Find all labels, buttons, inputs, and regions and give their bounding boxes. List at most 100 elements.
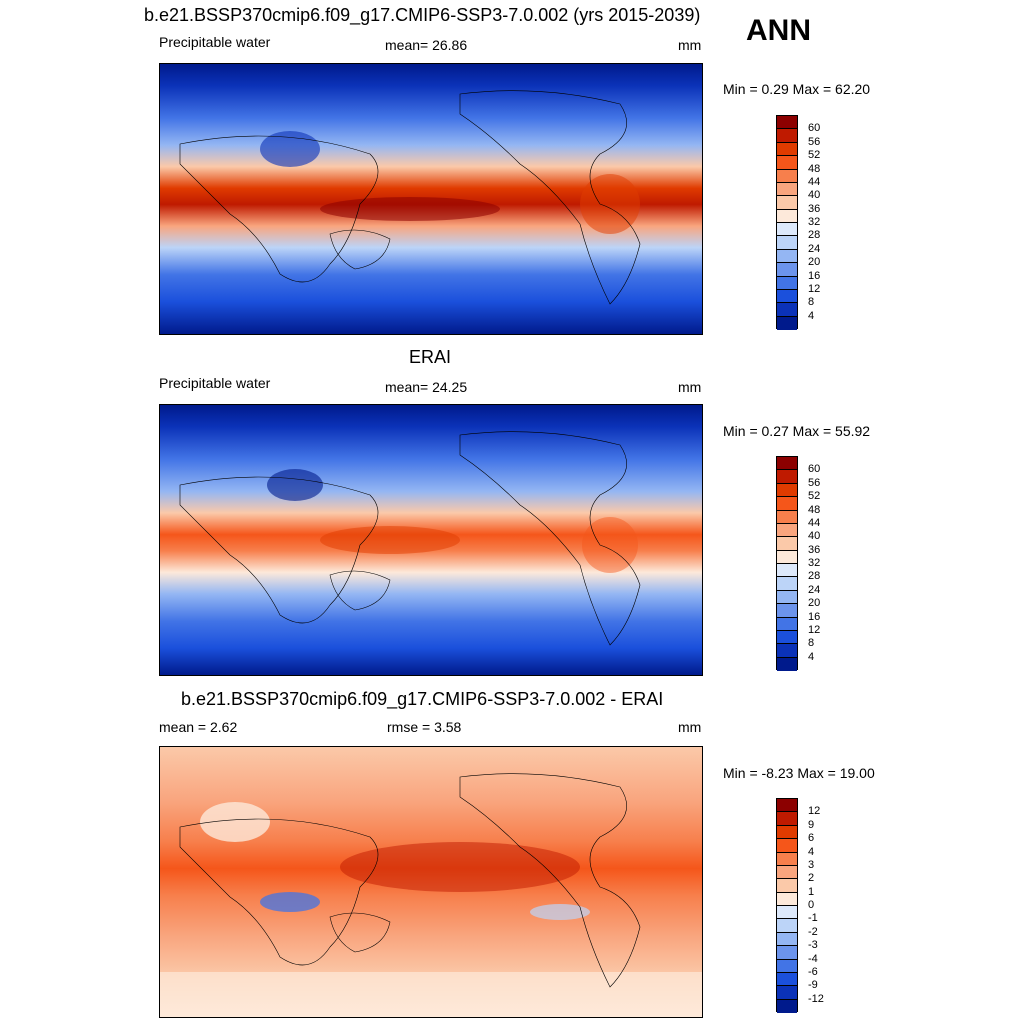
- colorbar-tick-label: 40: [808, 189, 821, 202]
- colorbar-swatch: [777, 276, 797, 290]
- colorbar-swatch: [777, 617, 797, 631]
- colorbar-tick-label: 12: [808, 623, 821, 636]
- colorbar-swatch: [777, 657, 797, 671]
- colorbar-tick-label: 1: [808, 885, 815, 898]
- colorbar-tick-label: -2: [808, 925, 818, 938]
- colorbar-diff: [776, 798, 798, 1013]
- colorbar-tick-label: 48: [808, 503, 821, 516]
- map-model: [159, 63, 703, 335]
- colorbar-tick-label: 16: [808, 269, 821, 282]
- map-obs: [159, 404, 703, 676]
- colorbar-tick-label: 9: [808, 818, 815, 831]
- colorbar-tick-label: 4: [808, 309, 815, 322]
- colorbar-tick-label: 52: [808, 149, 821, 162]
- colorbar-swatch: [777, 986, 797, 1000]
- colorbar-tick-label: 20: [808, 597, 821, 610]
- colorbar-tick-label: 8: [808, 637, 815, 650]
- colorbar-swatch: [777, 223, 797, 237]
- field-label: Precipitable water: [159, 375, 271, 391]
- colorbar-tick-label: 52: [808, 490, 821, 503]
- colorbar-tick-label: 4: [808, 845, 815, 858]
- rmse-label: rmse = 3.58: [387, 719, 462, 735]
- contour-field: [160, 64, 702, 334]
- colorbar-tick-label: 4: [808, 650, 815, 663]
- colorbar-swatch: [777, 839, 797, 853]
- colorbar-tick-label: 16: [808, 610, 821, 623]
- colorbar-swatch: [777, 182, 797, 197]
- colorbar-swatch: [777, 825, 797, 840]
- colorbar-tick-label: -12: [808, 992, 824, 1005]
- colorbar-swatch: [777, 865, 797, 880]
- colorbar-swatch: [777, 129, 797, 143]
- colorbar-swatch: [777, 196, 797, 210]
- colorbar-swatch: [777, 303, 797, 317]
- colorbar-swatch: [777, 799, 797, 813]
- units-label: mm: [678, 379, 702, 395]
- colorbar-tick-label: 24: [808, 242, 821, 255]
- colorbar-swatch: [777, 550, 797, 564]
- colorbar-tick-label: 36: [808, 543, 821, 556]
- colorbar-swatch: [777, 999, 797, 1013]
- colorbar-swatch: [777, 906, 797, 920]
- colorbar-tick-label: 36: [808, 202, 821, 215]
- minmax-label: Min = 0.27 Max = 55.92: [723, 423, 871, 439]
- colorbar-tick-label: 12: [808, 282, 821, 295]
- colorbar-tick-label: 56: [808, 135, 821, 148]
- units-label: mm: [678, 37, 702, 53]
- colorbar-tick-label: 44: [808, 516, 821, 529]
- colorbar-swatch: [777, 457, 797, 471]
- colorbar-swatch: [777, 932, 797, 947]
- colorbar-tick-label: 12: [808, 805, 821, 818]
- colorbar-swatch: [777, 812, 797, 826]
- colorbar-tick-label: 3: [808, 858, 815, 871]
- colorbar-swatch: [777, 497, 797, 511]
- colorbar-tick-label: -1: [808, 912, 818, 925]
- colorbar-swatch: [777, 537, 797, 551]
- colorbar-swatch: [777, 236, 797, 250]
- colorbar-tick-label: 8: [808, 296, 815, 309]
- colorbar-swatch: [777, 919, 797, 933]
- colorbar-swatch: [777, 263, 797, 277]
- colorbar-tick-label: 24: [808, 583, 821, 596]
- colorbar-obs: [776, 456, 798, 671]
- colorbar-tick-label: -6: [808, 965, 818, 978]
- colorbar-swatch: [777, 209, 797, 223]
- colorbar-swatch: [777, 142, 797, 157]
- colorbar-tick-label: 28: [808, 229, 821, 242]
- colorbar-tick-label: 44: [808, 175, 821, 188]
- colorbar-tick-label: 60: [808, 463, 821, 476]
- colorbar-tick-label: 0: [808, 899, 815, 911]
- colorbar-tick-label: 32: [808, 557, 821, 569]
- colorbar-tick-label: 20: [808, 256, 821, 269]
- panel-title-obs: ERAI: [409, 347, 452, 367]
- panel-title-model: b.e21.BSSP370cmip6.f09_g17.CMIP6-SSP3-7.…: [144, 5, 701, 25]
- colorbar-swatch: [777, 577, 797, 591]
- colorbar-tick-label: 32: [808, 216, 821, 228]
- field-label: Precipitable water: [159, 34, 271, 50]
- colorbar-model: [776, 115, 798, 330]
- colorbar-swatch: [777, 169, 797, 183]
- colorbar-swatch: [777, 644, 797, 658]
- colorbar-swatch: [777, 510, 797, 524]
- colorbar-tick-label: -3: [808, 939, 818, 952]
- mean-label: mean= 26.86: [385, 37, 468, 53]
- colorbar-tick-label: 28: [808, 570, 821, 583]
- colorbar-swatch: [777, 289, 797, 304]
- colorbar-swatch: [777, 116, 797, 130]
- colorbar-tick-label: 40: [808, 530, 821, 543]
- mean-label: mean= 24.25: [385, 379, 468, 395]
- colorbar-swatch: [777, 483, 797, 498]
- colorbar-swatch: [777, 959, 797, 973]
- colorbar-swatch: [777, 879, 797, 893]
- colorbar-swatch: [777, 946, 797, 960]
- minmax-label: Min = 0.29 Max = 62.20: [723, 81, 871, 97]
- colorbar-swatch: [777, 156, 797, 170]
- colorbar-tick-label: 6: [808, 832, 815, 845]
- map-diff: [159, 746, 703, 1018]
- colorbar-tick-label: 60: [808, 122, 821, 135]
- minmax-label: Min = -8.23 Max = 19.00: [723, 765, 875, 781]
- colorbar-tick-label: -4: [808, 952, 818, 965]
- colorbar-swatch: [777, 564, 797, 578]
- colorbar-swatch: [777, 892, 797, 906]
- mean-label: mean = 2.62: [159, 719, 238, 735]
